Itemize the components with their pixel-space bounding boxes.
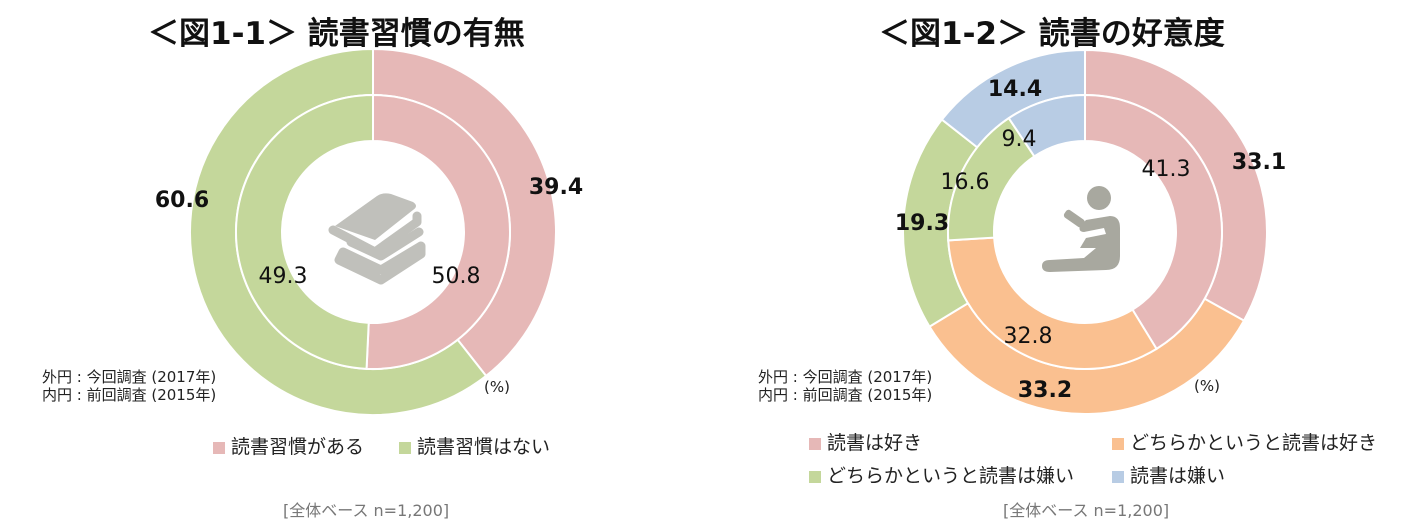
ring-note-inner: 内円 : 前回調査 (2015年): [758, 386, 933, 404]
legend-label: どちらかというと読書は好き: [1130, 432, 1378, 454]
data-label-outer-3: 14.4: [988, 77, 1042, 102]
legend-swatch: [809, 470, 821, 483]
legend-label: 読書は好き: [827, 432, 923, 454]
data-label-inner-1: 32.8: [1004, 324, 1053, 349]
legend-swatch: [809, 437, 821, 450]
ring-note: 外円 : 今回調査 (2017年) 内円 : 前回調査 (2015年): [42, 368, 216, 404]
legend-item: 読書習慣がある: [213, 432, 364, 459]
legend-label: 読書は嫌い: [1130, 465, 1226, 487]
legend-item: 読書は嫌い: [1112, 461, 1225, 488]
legend-swatch: [1112, 470, 1124, 483]
legend-swatch: [213, 441, 225, 454]
ring-note-outer: 外円 : 今回調査 (2017年): [758, 368, 933, 386]
donut-slice-inner-1: [947, 236, 1158, 370]
chart-panel-reading-preference: ＜図1-2＞ 読書の好意度 33.1 33.2 19.3 14.4 41.3 32.8 16…: [709, 0, 1418, 529]
legend-label: 読書習慣がある: [231, 436, 365, 458]
data-label-inner-0: 50.8: [432, 264, 481, 289]
donut-chart-reading-habit: 39.4 60.6 50.8 49.3: [155, 47, 583, 416]
legend-item: 読書は好き: [809, 428, 922, 455]
data-label-inner-3: 9.4: [1002, 127, 1037, 152]
data-label-outer-0: 33.1: [1232, 150, 1286, 175]
person-reading-icon: [1042, 186, 1120, 272]
base-note: [全体ベース n=1,200]: [1003, 501, 1170, 520]
data-label-inner-2: 16.6: [941, 170, 990, 195]
ring-note-inner: 内円 : 前回調査 (2015年): [42, 386, 217, 404]
data-label-inner-0: 41.3: [1142, 157, 1191, 182]
unit-label: (%): [1194, 377, 1220, 395]
chart-title: ＜図1-2＞ 読書の好意度: [879, 16, 1225, 52]
ring-note: 外円 : 今回調査 (2017年) 内円 : 前回調査 (2015年): [758, 368, 932, 404]
legend-item: 読書習慣はない: [399, 432, 550, 459]
data-label-outer-1: 60.6: [155, 188, 209, 213]
ring-note-outer: 外円 : 今回調査 (2017年): [42, 368, 217, 386]
donut-slice-inner-3: [1007, 93, 1086, 158]
data-label-outer-2: 19.3: [895, 211, 949, 236]
chart-panel-reading-habit: ＜図1-1＞ 読書習慣の有無 39.4 60.6 50.8 49.3 外円 : 今回調…: [42, 16, 583, 520]
legend-label: どちらかというと読書は嫌い: [827, 465, 1075, 487]
chart-title: ＜図1-1＞ 読書習慣の有無: [148, 16, 525, 52]
donut-slice-inner-1: [235, 93, 374, 370]
unit-label: (%): [484, 378, 510, 396]
data-label-outer-1: 33.2: [1018, 378, 1072, 403]
legend-label: 読書習慣はない: [417, 436, 551, 458]
donut-chart-reading-preference: 33.1 33.2 19.3 14.4 41.3 32.8 16.6 9.4: [895, 48, 1286, 415]
stacked-books-icon: [328, 193, 426, 285]
donut-slice-inner-0: [365, 93, 511, 370]
legend-swatch: [399, 441, 411, 454]
legend-item: どちらかというと読書は嫌い: [809, 461, 1074, 488]
legend-swatch: [1112, 437, 1124, 450]
legend-item: どちらかというと読書は好き: [1112, 428, 1377, 455]
data-label-outer-0: 39.4: [529, 175, 583, 200]
data-label-inner-1: 49.3: [259, 264, 308, 289]
base-note: [全体ベース n=1,200]: [283, 501, 450, 520]
donut-slice-inner-0: [1084, 93, 1223, 351]
